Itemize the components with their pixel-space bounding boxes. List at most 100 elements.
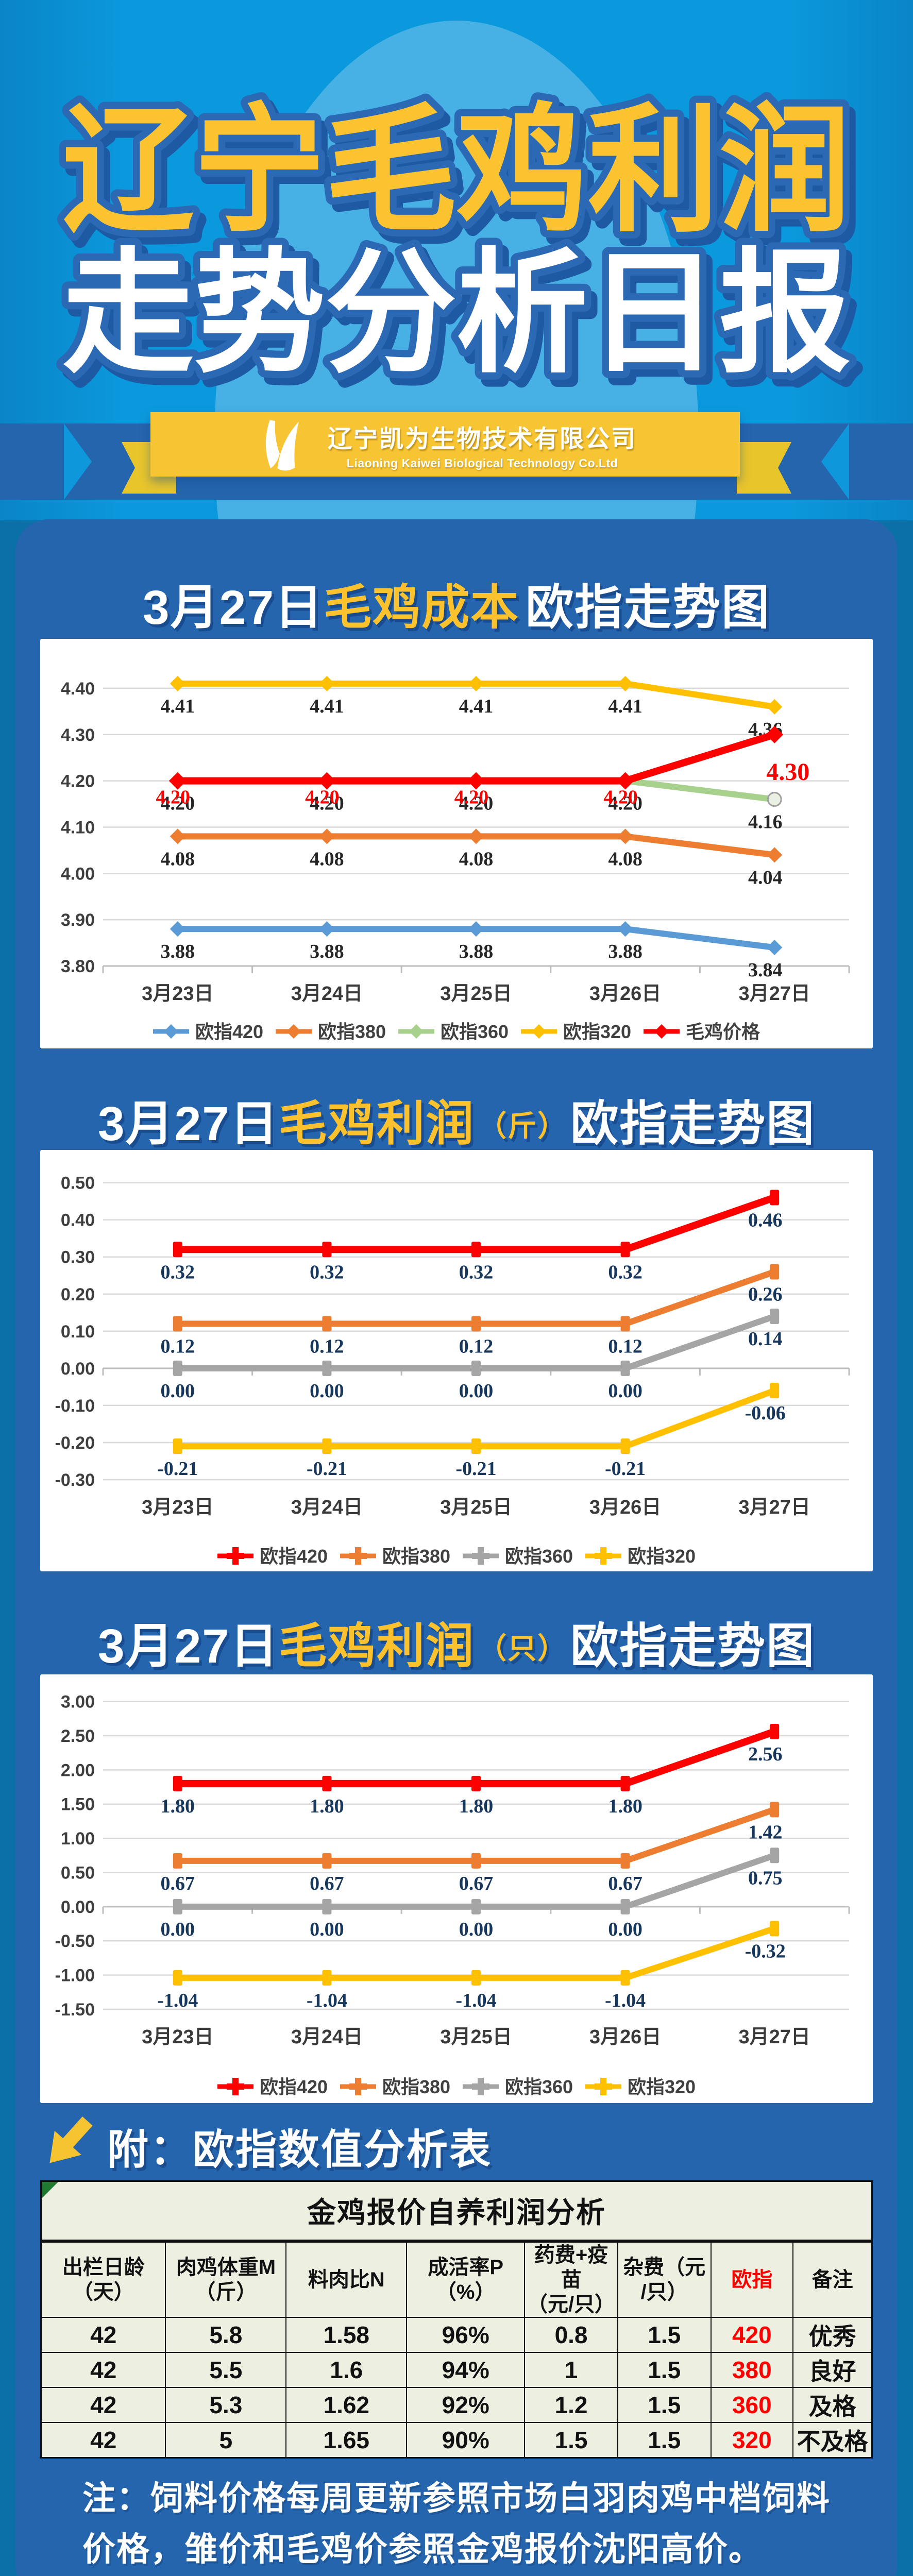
svg-text:1.80: 1.80 xyxy=(161,1795,195,1817)
svg-text:4.41: 4.41 xyxy=(459,696,494,717)
svg-text:3.88: 3.88 xyxy=(608,941,643,962)
table-header-cell: 成活率P （%） xyxy=(406,2240,526,2318)
svg-text:3月24日: 3月24日 xyxy=(291,2026,363,2048)
svg-text:4.20: 4.20 xyxy=(608,793,643,815)
svg-text:0.32: 0.32 xyxy=(310,1261,344,1283)
svg-text:0.20: 0.20 xyxy=(61,1285,95,1304)
svg-text:3月26日: 3月26日 xyxy=(589,983,661,1005)
table-cell: 1.62 xyxy=(285,2386,408,2423)
svg-text:-0.06: -0.06 xyxy=(745,1402,786,1424)
analysis-table-wrap: 金鸡报价自养利润分析 出栏日龄 （天） 肉鸡体重M （斤） 料肉比N 成活率P （%） 药费+疫… xyxy=(40,2180,873,2459)
svg-text:-0.30: -0.30 xyxy=(55,1470,95,1490)
svg-text:欧指380: 欧指380 xyxy=(382,2076,450,2097)
table-cell: 92% xyxy=(406,2386,526,2423)
svg-text:1.00: 1.00 xyxy=(61,1829,95,1849)
svg-text:3.88: 3.88 xyxy=(161,941,195,962)
svg-text:3月27日: 3月27日 xyxy=(738,983,810,1005)
svg-text:4.41: 4.41 xyxy=(310,696,344,717)
chart2-panel: 0.50 0.40 0.30 0.20 0.10 0.00 -0.10 -0.20 -0.30 3… xyxy=(40,1150,873,1571)
table-header-cell: 出栏日龄 （天） xyxy=(40,2240,166,2318)
svg-text:4.08: 4.08 xyxy=(161,848,195,870)
svg-text:3.00: 3.00 xyxy=(61,1692,95,1712)
svg-text:欧指320: 欧指320 xyxy=(628,2076,696,2097)
table-cell: 及格 xyxy=(792,2386,873,2423)
svg-text:-0.21: -0.21 xyxy=(605,1458,646,1480)
svg-text:3月24日: 3月24日 xyxy=(291,1497,363,1518)
svg-text:欧指360: 欧指360 xyxy=(505,1546,573,1567)
svg-text:4.08: 4.08 xyxy=(608,848,643,870)
table-row: 42 5 1.65 90% 1.5 1.5 320 不及格 xyxy=(40,2421,873,2458)
svg-text:毛鸡价格: 毛鸡价格 xyxy=(686,1021,760,1042)
table-cell: 90% xyxy=(406,2421,526,2458)
svg-text:0.12: 0.12 xyxy=(161,1335,195,1357)
table-cell: 1 xyxy=(524,2351,618,2388)
svg-text:1.50: 1.50 xyxy=(61,1795,95,1815)
svg-text:欧指360: 欧指360 xyxy=(505,2076,573,2097)
svg-text:欧指420: 欧指420 xyxy=(260,2076,328,2097)
table-cell: 1.6 xyxy=(285,2351,408,2388)
chart2-header: 3月27日 毛鸡利润 （斤） 欧指走势图 xyxy=(0,1083,913,1155)
svg-text:3.80: 3.80 xyxy=(61,957,95,976)
svg-text:4.04: 4.04 xyxy=(748,867,783,888)
chart1-panel: 4.40 4.30 4.20 4.10 4.00 3.90 3.80 3月23日 3月24日 3月… xyxy=(40,639,873,1048)
svg-text:4.08: 4.08 xyxy=(310,848,344,870)
company-text-block: 辽宁凯为生物技术有限公司 Liaoning Kaiwei Biological … xyxy=(328,419,637,470)
table-row: 42 5.5 1.6 94% 1 1.5 380 良好 xyxy=(40,2351,873,2388)
svg-text:3月26日: 3月26日 xyxy=(589,2026,661,2048)
table-cell: 42 xyxy=(40,2386,166,2423)
svg-text:4.00: 4.00 xyxy=(61,864,95,884)
main-title-line1: 辽宁毛鸡利润 xyxy=(55,87,858,251)
table-cell: 优秀 xyxy=(792,2316,873,2353)
svg-text:4.08: 4.08 xyxy=(459,848,494,870)
kaiwei-logo-icon xyxy=(265,419,299,470)
table-cell: 1.65 xyxy=(285,2421,408,2458)
svg-text:3月23日: 3月23日 xyxy=(142,983,213,1005)
chart1-header: 3月27日 毛鸡成本 欧指走势图 xyxy=(0,567,913,639)
svg-text:4.30: 4.30 xyxy=(766,758,809,786)
svg-text:-1.00: -1.00 xyxy=(55,1966,95,1986)
svg-text:欧指320: 欧指320 xyxy=(563,1021,631,1042)
svg-text:3月26日: 3月26日 xyxy=(589,1497,661,1518)
table-cell: 1.5 xyxy=(617,2316,712,2353)
svg-text:0.12: 0.12 xyxy=(608,1335,643,1357)
svg-text:欧指420: 欧指420 xyxy=(195,1021,263,1042)
table-cell: 420 xyxy=(710,2316,794,2353)
main-title-line2-text: 走势分析日报 xyxy=(62,239,851,388)
table-cell: 380 xyxy=(710,2351,794,2388)
svg-text:0.12: 0.12 xyxy=(459,1335,494,1357)
svg-text:-0.32: -0.32 xyxy=(745,1940,786,1962)
svg-text:0.67: 0.67 xyxy=(459,1873,494,1894)
svg-text:4.16: 4.16 xyxy=(748,811,783,833)
svg-text:0.10: 0.10 xyxy=(61,1322,95,1342)
chart1-cost-trend: 4.40 4.30 4.20 4.10 4.00 3.90 3.80 3月23日 3月24日 3月… xyxy=(61,675,850,1042)
table-cell: 1.58 xyxy=(285,2316,408,2353)
chart2-profit-per-jin: 0.50 0.40 0.30 0.20 0.10 0.00 -0.10 -0.20 -0.30 3… xyxy=(55,1174,850,1567)
table-header-cell: 欧指 xyxy=(710,2240,794,2318)
svg-text:4.20: 4.20 xyxy=(305,787,340,808)
svg-text:-1.04: -1.04 xyxy=(455,1990,496,2011)
svg-text:2.56: 2.56 xyxy=(748,1743,783,1765)
svg-text:3月23日: 3月23日 xyxy=(142,2026,213,2048)
svg-text:欧指380: 欧指380 xyxy=(318,1021,386,1042)
ribbon-center xyxy=(150,412,740,477)
table-header-cell: 杂费（元/只） xyxy=(617,2240,712,2318)
ribbon-notch-right xyxy=(821,423,849,500)
svg-text:-1.04: -1.04 xyxy=(157,1990,198,2011)
svg-text:0.75: 0.75 xyxy=(748,1867,783,1889)
table-cell: 1.5 xyxy=(524,2421,618,2458)
company-name-cn: 辽宁凯为生物技术有限公司 xyxy=(328,425,637,452)
svg-text:0.00: 0.00 xyxy=(61,1897,95,1917)
svg-text:-0.10: -0.10 xyxy=(55,1396,95,1416)
svg-text:0.26: 0.26 xyxy=(748,1284,783,1306)
svg-text:1.80: 1.80 xyxy=(608,1795,643,1817)
chart2-header-unit: （斤） xyxy=(478,1109,568,1142)
svg-text:4.40: 4.40 xyxy=(61,679,95,699)
ribbon-notch-left xyxy=(64,423,92,500)
ribbon-tail-right xyxy=(737,442,791,494)
table-header-cell: 料肉比N xyxy=(285,2240,408,2318)
svg-text:3.90: 3.90 xyxy=(61,910,95,930)
svg-text:4.20: 4.20 xyxy=(156,787,191,808)
svg-text:3月25日: 3月25日 xyxy=(440,983,512,1005)
svg-text:0.30: 0.30 xyxy=(61,1248,95,1267)
table-cell: 0.8 xyxy=(524,2316,618,2353)
